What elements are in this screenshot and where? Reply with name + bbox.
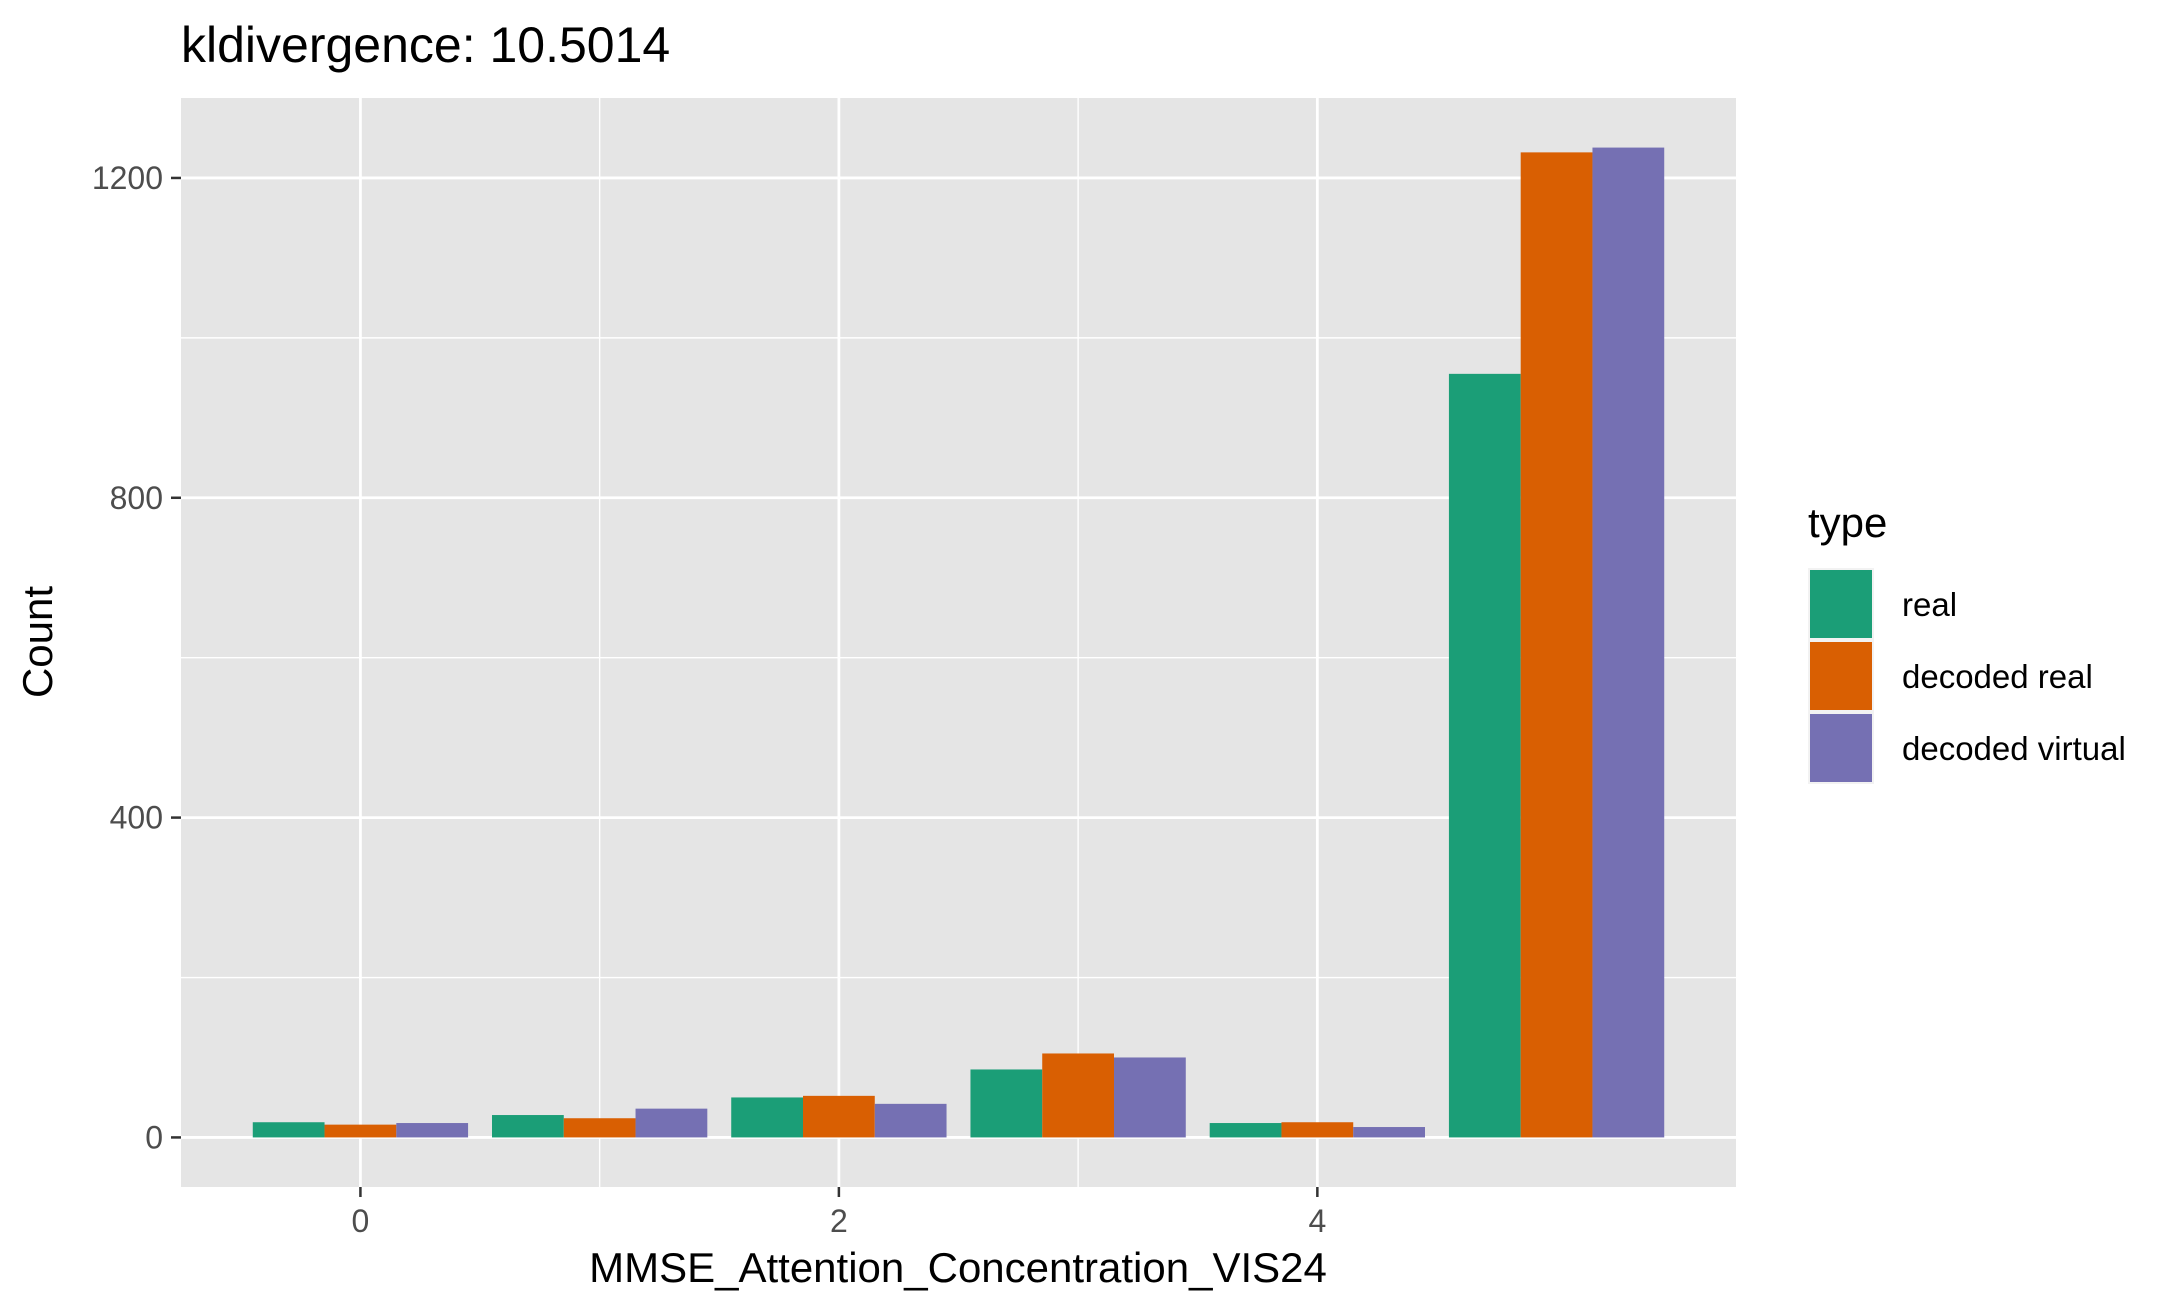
y-tick-label: 800 bbox=[110, 480, 163, 516]
bar-real-5 bbox=[1448, 373, 1521, 1138]
legend: type real decoded real decoded virtual bbox=[1808, 499, 2126, 784]
legend-title: type bbox=[1808, 499, 1887, 546]
tick-labels: 0 2 4 0 400 800 1200 bbox=[92, 160, 1326, 1239]
bar-real-0 bbox=[252, 1122, 325, 1138]
legend-key-real bbox=[1810, 570, 1872, 638]
bar-decoded-virtual-4 bbox=[1353, 1127, 1425, 1138]
bars bbox=[252, 147, 1665, 1138]
x-tick-label: 0 bbox=[352, 1203, 370, 1239]
bar-decoded-real-1 bbox=[563, 1118, 636, 1138]
x-tick-label: 4 bbox=[1308, 1203, 1326, 1239]
bar-decoded-virtual-2 bbox=[874, 1103, 947, 1138]
bar-decoded-virtual-5 bbox=[1592, 147, 1665, 1138]
bar-decoded-virtual-0 bbox=[396, 1123, 469, 1138]
bar-decoded-virtual-3 bbox=[1114, 1057, 1186, 1138]
x-tick-label: 2 bbox=[830, 1203, 848, 1239]
x-axis-title: MMSE_Attention_Concentration_VIS24 bbox=[589, 1244, 1327, 1291]
bar-decoded-real-2 bbox=[803, 1095, 875, 1138]
legend-key-decoded-real bbox=[1810, 642, 1872, 710]
chart-title: kldivergence: 10.5014 bbox=[181, 17, 670, 73]
legend-key-decoded-virtual bbox=[1810, 714, 1872, 782]
y-axis-title: Count bbox=[14, 586, 61, 698]
bar-real-3 bbox=[970, 1069, 1043, 1138]
bar-real-1 bbox=[492, 1115, 564, 1138]
y-tick-label: 1200 bbox=[92, 160, 163, 196]
bar-decoded-virtual-1 bbox=[635, 1108, 708, 1138]
bar-real-2 bbox=[731, 1097, 803, 1138]
y-tick-label: 400 bbox=[110, 800, 163, 836]
bar-decoded-real-3 bbox=[1042, 1053, 1114, 1138]
bar-decoded-real-5 bbox=[1520, 152, 1593, 1138]
bar-decoded-real-0 bbox=[324, 1124, 397, 1138]
legend-label: decoded virtual bbox=[1902, 730, 2126, 767]
bar-real-4 bbox=[1209, 1123, 1282, 1138]
legend-label: real bbox=[1902, 586, 1957, 623]
bar-decoded-real-4 bbox=[1281, 1122, 1354, 1138]
y-tick-label: 0 bbox=[145, 1119, 163, 1155]
axis-ticks bbox=[171, 176, 1319, 1197]
legend-label: decoded real bbox=[1902, 658, 2093, 695]
